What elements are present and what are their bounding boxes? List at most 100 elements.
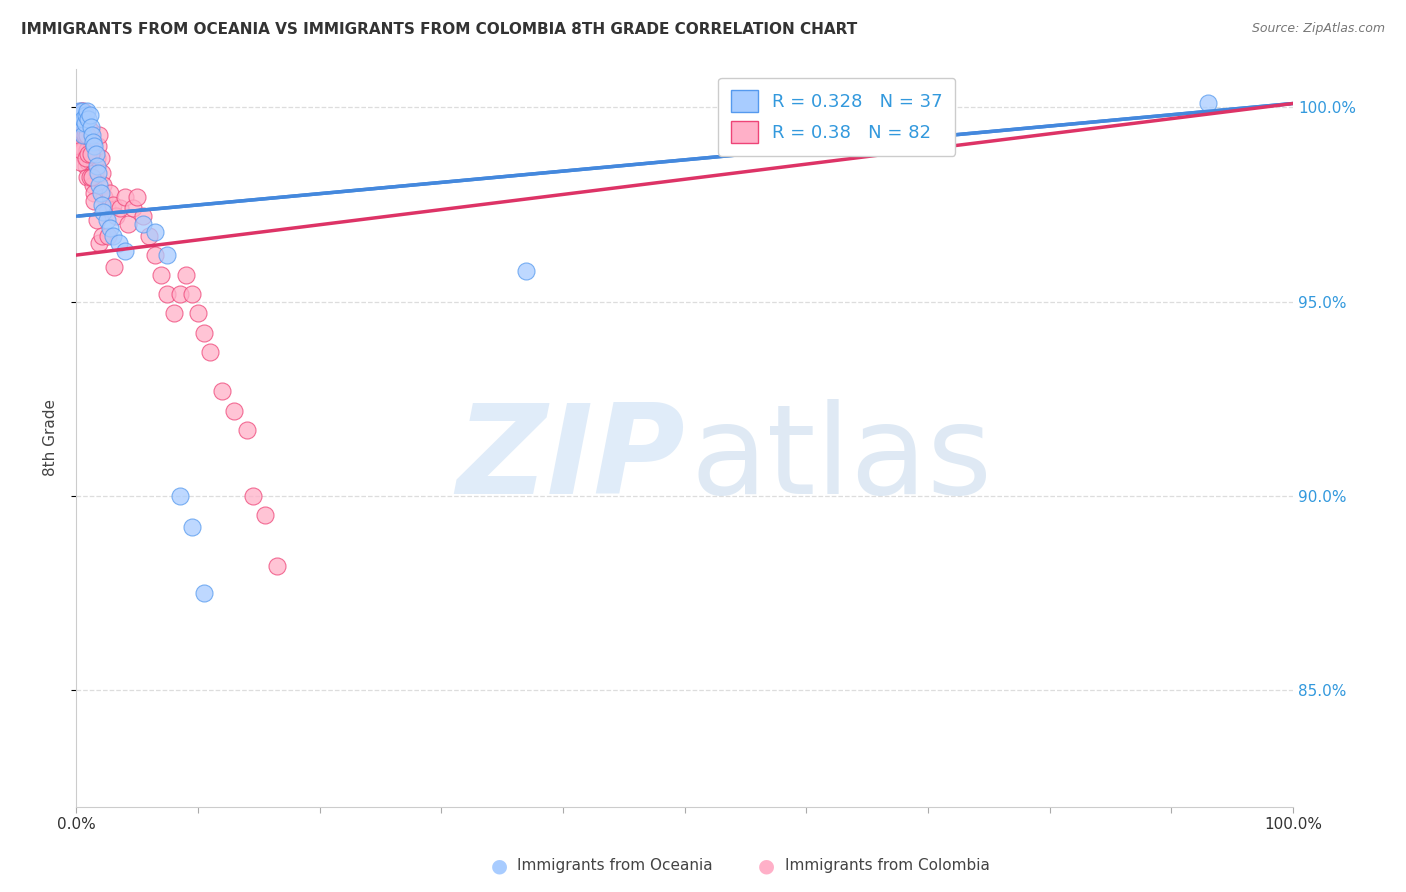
Point xyxy=(72,128,94,142)
Point xyxy=(89,128,111,142)
Text: ●: ● xyxy=(758,857,775,876)
Point xyxy=(266,559,288,574)
Point xyxy=(75,159,97,173)
Point xyxy=(96,202,118,216)
Point xyxy=(515,263,537,277)
Point xyxy=(253,508,276,523)
Point xyxy=(69,116,91,130)
Point xyxy=(69,139,91,153)
Point xyxy=(917,100,939,114)
Y-axis label: 8th Grade: 8th Grade xyxy=(44,400,58,476)
Point xyxy=(72,143,94,157)
Point xyxy=(66,124,89,138)
Point xyxy=(67,112,90,126)
Point xyxy=(174,268,197,282)
Point xyxy=(73,151,96,165)
Point xyxy=(91,205,114,219)
Point xyxy=(76,104,98,119)
Text: ZIP: ZIP xyxy=(456,400,685,520)
Point xyxy=(70,104,93,119)
Point xyxy=(180,287,202,301)
Point xyxy=(75,108,97,122)
Point xyxy=(98,186,121,200)
Point xyxy=(82,136,104,150)
Point xyxy=(72,112,94,126)
Point xyxy=(89,151,111,165)
Point xyxy=(169,287,191,301)
Point xyxy=(224,403,246,417)
Point xyxy=(77,112,100,126)
Point xyxy=(80,170,103,185)
Point xyxy=(82,178,104,193)
Point xyxy=(76,128,98,142)
Point xyxy=(211,384,233,398)
Point xyxy=(72,104,94,119)
Point xyxy=(79,131,101,145)
Point xyxy=(69,108,91,122)
Point xyxy=(66,112,89,126)
Point xyxy=(90,228,112,243)
Text: IMMIGRANTS FROM OCEANIA VS IMMIGRANTS FROM COLOMBIA 8TH GRADE CORRELATION CHART: IMMIGRANTS FROM OCEANIA VS IMMIGRANTS FR… xyxy=(21,22,858,37)
Point xyxy=(235,423,257,437)
Point xyxy=(101,197,124,211)
Point xyxy=(122,202,145,216)
Point xyxy=(80,147,103,161)
Text: Immigrants from Colombia: Immigrants from Colombia xyxy=(785,858,990,873)
Point xyxy=(125,190,148,204)
Point xyxy=(83,154,105,169)
Point xyxy=(70,128,93,142)
Point xyxy=(117,217,139,231)
Point xyxy=(91,178,114,193)
Point xyxy=(150,268,173,282)
Point xyxy=(198,345,221,359)
Point xyxy=(67,104,90,119)
Point xyxy=(84,147,107,161)
Point xyxy=(66,108,89,122)
Point xyxy=(80,170,103,185)
Point xyxy=(101,228,124,243)
Point xyxy=(83,139,105,153)
Point xyxy=(67,131,90,145)
Point xyxy=(77,120,100,134)
Point xyxy=(82,147,104,161)
Point xyxy=(86,213,108,227)
Point xyxy=(72,124,94,138)
Point xyxy=(1197,96,1219,111)
Point xyxy=(90,166,112,180)
Point xyxy=(75,151,97,165)
Point xyxy=(77,154,100,169)
Point xyxy=(89,178,111,193)
Point xyxy=(162,306,184,320)
Point xyxy=(97,228,120,243)
Point xyxy=(96,213,118,227)
Point xyxy=(80,154,103,169)
Point xyxy=(75,131,97,145)
Point xyxy=(79,170,101,185)
Point xyxy=(242,489,264,503)
Legend: R = 0.328   N = 37, R = 0.38   N = 82: R = 0.328 N = 37, R = 0.38 N = 82 xyxy=(718,78,956,156)
Point xyxy=(83,186,105,200)
Point xyxy=(83,194,105,208)
Point xyxy=(73,124,96,138)
Point xyxy=(72,112,94,126)
Point xyxy=(80,124,103,138)
Text: ●: ● xyxy=(491,857,508,876)
Point xyxy=(193,586,215,600)
Point xyxy=(180,520,202,534)
Point xyxy=(72,104,94,119)
Point xyxy=(114,244,136,259)
Point xyxy=(114,190,136,204)
Point xyxy=(98,220,121,235)
Point xyxy=(143,225,166,239)
Point xyxy=(77,147,100,161)
Point xyxy=(70,143,93,157)
Point xyxy=(132,217,155,231)
Point xyxy=(90,197,112,211)
Point xyxy=(93,190,115,204)
Point xyxy=(87,139,110,153)
Point xyxy=(72,108,94,122)
Point xyxy=(138,228,160,243)
Point xyxy=(73,128,96,142)
Point xyxy=(169,489,191,503)
Point xyxy=(193,326,215,340)
